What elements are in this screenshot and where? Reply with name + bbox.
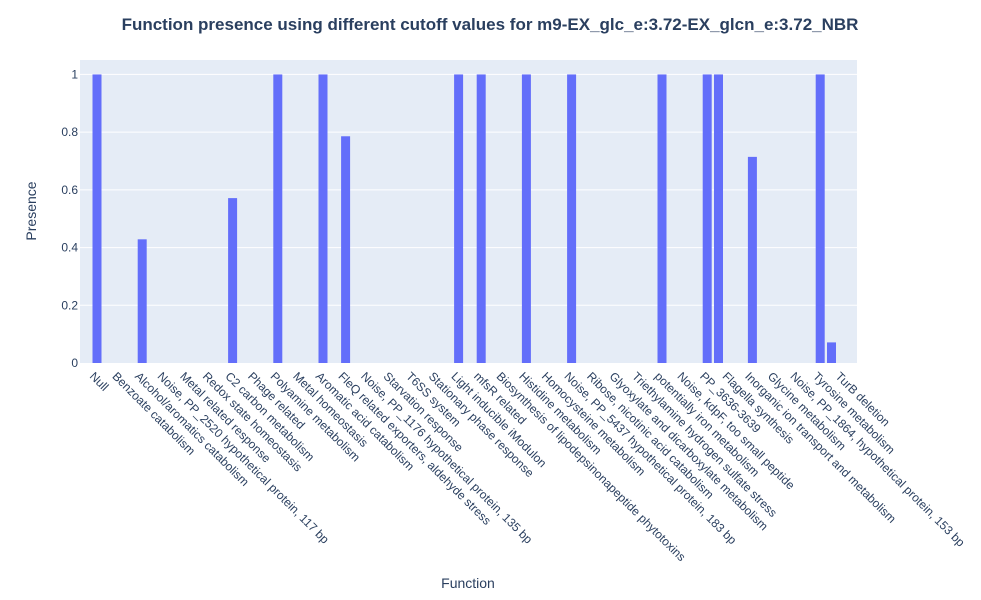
y-tick-label: 0.8 <box>61 125 78 139</box>
bar <box>702 74 712 363</box>
chart-title: Function presence using different cutoff… <box>122 15 859 34</box>
y-tick-labels: 0 0.2 0.4 0.6 0.8 1 <box>61 67 78 370</box>
y-tick-label: 0 <box>71 356 78 370</box>
bars <box>92 74 836 363</box>
bar <box>273 74 283 363</box>
y-gridlines <box>80 73 857 306</box>
bar <box>228 198 238 363</box>
bar <box>747 156 757 363</box>
y-tick-label: 0.6 <box>61 183 78 197</box>
bar <box>92 74 102 363</box>
bar <box>318 74 328 363</box>
bar <box>341 136 351 363</box>
plot-background <box>80 60 857 363</box>
bar <box>714 74 723 363</box>
y-axis-title: Presence <box>23 181 39 240</box>
bar <box>657 74 667 363</box>
x-axis-title: Function <box>441 575 495 591</box>
y-tick-label: 0.4 <box>61 241 78 255</box>
bar <box>476 74 486 363</box>
x-tick-label: Null <box>87 369 112 394</box>
bar <box>137 239 147 363</box>
x-tick-label: Noise, PP_1864, hypothetical protein, 15… <box>787 369 967 549</box>
bar <box>567 74 577 363</box>
y-tick-label: 0.2 <box>61 298 78 312</box>
bar <box>454 74 464 363</box>
bar <box>815 74 825 363</box>
bar <box>827 342 836 363</box>
bar <box>521 74 531 363</box>
y-tick-label: 1 <box>71 67 78 81</box>
